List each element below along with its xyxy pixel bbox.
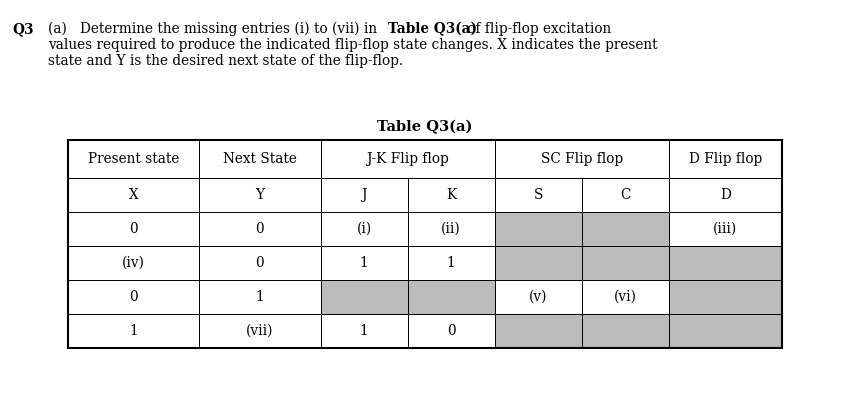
Text: 0: 0 — [129, 290, 138, 304]
Text: J: J — [361, 188, 367, 202]
Bar — [199, 140, 320, 178]
Bar — [581, 178, 669, 212]
Bar — [581, 314, 669, 348]
Text: (i): (i) — [356, 222, 371, 236]
Bar — [408, 246, 495, 280]
Bar — [320, 246, 408, 280]
Bar — [581, 280, 669, 314]
Bar — [669, 280, 782, 314]
Text: (iii): (iii) — [713, 222, 738, 236]
Bar — [669, 314, 782, 348]
Bar — [320, 280, 408, 314]
Text: Q3: Q3 — [12, 22, 33, 36]
Text: Next State: Next State — [223, 152, 297, 166]
Text: Table Q3(a): Table Q3(a) — [377, 120, 473, 134]
Text: 0: 0 — [129, 222, 138, 236]
Bar — [669, 140, 782, 178]
Text: 1: 1 — [447, 256, 456, 270]
Text: (vii): (vii) — [246, 324, 274, 338]
Text: D Flip flop: D Flip flop — [688, 152, 762, 166]
Bar — [495, 314, 581, 348]
Text: values required to produce the indicated flip-flop state changes. X indicates th: values required to produce the indicated… — [48, 38, 658, 52]
Bar — [320, 212, 408, 246]
Text: (iv): (iv) — [122, 256, 144, 270]
Text: 0: 0 — [255, 256, 264, 270]
Bar — [495, 140, 669, 178]
Text: X: X — [128, 188, 139, 202]
Bar — [199, 314, 320, 348]
Bar — [68, 140, 199, 178]
Text: state and Y is the desired next state of the flip-flop.: state and Y is the desired next state of… — [48, 54, 403, 68]
Bar — [495, 178, 581, 212]
Bar — [581, 246, 669, 280]
Bar — [199, 246, 320, 280]
Bar — [68, 246, 199, 280]
Bar — [669, 246, 782, 280]
Bar — [320, 314, 408, 348]
Text: 1: 1 — [129, 324, 138, 338]
Bar — [408, 212, 495, 246]
Bar — [68, 314, 199, 348]
Bar — [199, 280, 320, 314]
Text: of flip-flop excitation: of flip-flop excitation — [463, 22, 611, 36]
Bar — [320, 178, 408, 212]
Text: J-K Flip flop: J-K Flip flop — [366, 152, 449, 166]
Text: (ii): (ii) — [441, 222, 461, 236]
Text: SC Flip flop: SC Flip flop — [541, 152, 623, 166]
Text: Present state: Present state — [88, 152, 179, 166]
Text: D: D — [720, 188, 731, 202]
Bar — [408, 280, 495, 314]
Text: (v): (v) — [529, 290, 547, 304]
Bar — [68, 178, 199, 212]
Bar — [199, 178, 320, 212]
Text: Table Q3(a): Table Q3(a) — [388, 22, 477, 36]
Bar — [68, 212, 199, 246]
Text: 1: 1 — [360, 324, 368, 338]
Text: C: C — [620, 188, 631, 202]
Bar — [199, 212, 320, 246]
Text: (a)   Determine the missing entries (i) to (vii) in: (a) Determine the missing entries (i) to… — [48, 22, 382, 36]
Bar — [68, 280, 199, 314]
Bar — [495, 212, 581, 246]
Bar — [495, 280, 581, 314]
Text: S: S — [534, 188, 543, 202]
Text: 1: 1 — [360, 256, 368, 270]
Text: Y: Y — [255, 188, 264, 202]
Bar — [669, 212, 782, 246]
Text: 0: 0 — [255, 222, 264, 236]
Text: 0: 0 — [447, 324, 456, 338]
Bar — [669, 178, 782, 212]
Bar — [408, 314, 495, 348]
Bar — [320, 140, 495, 178]
Bar — [68, 140, 782, 348]
Text: 1: 1 — [255, 290, 264, 304]
Text: (vi): (vi) — [614, 290, 637, 304]
Bar — [495, 246, 581, 280]
Bar — [581, 212, 669, 246]
Bar — [408, 178, 495, 212]
Text: K: K — [446, 188, 456, 202]
